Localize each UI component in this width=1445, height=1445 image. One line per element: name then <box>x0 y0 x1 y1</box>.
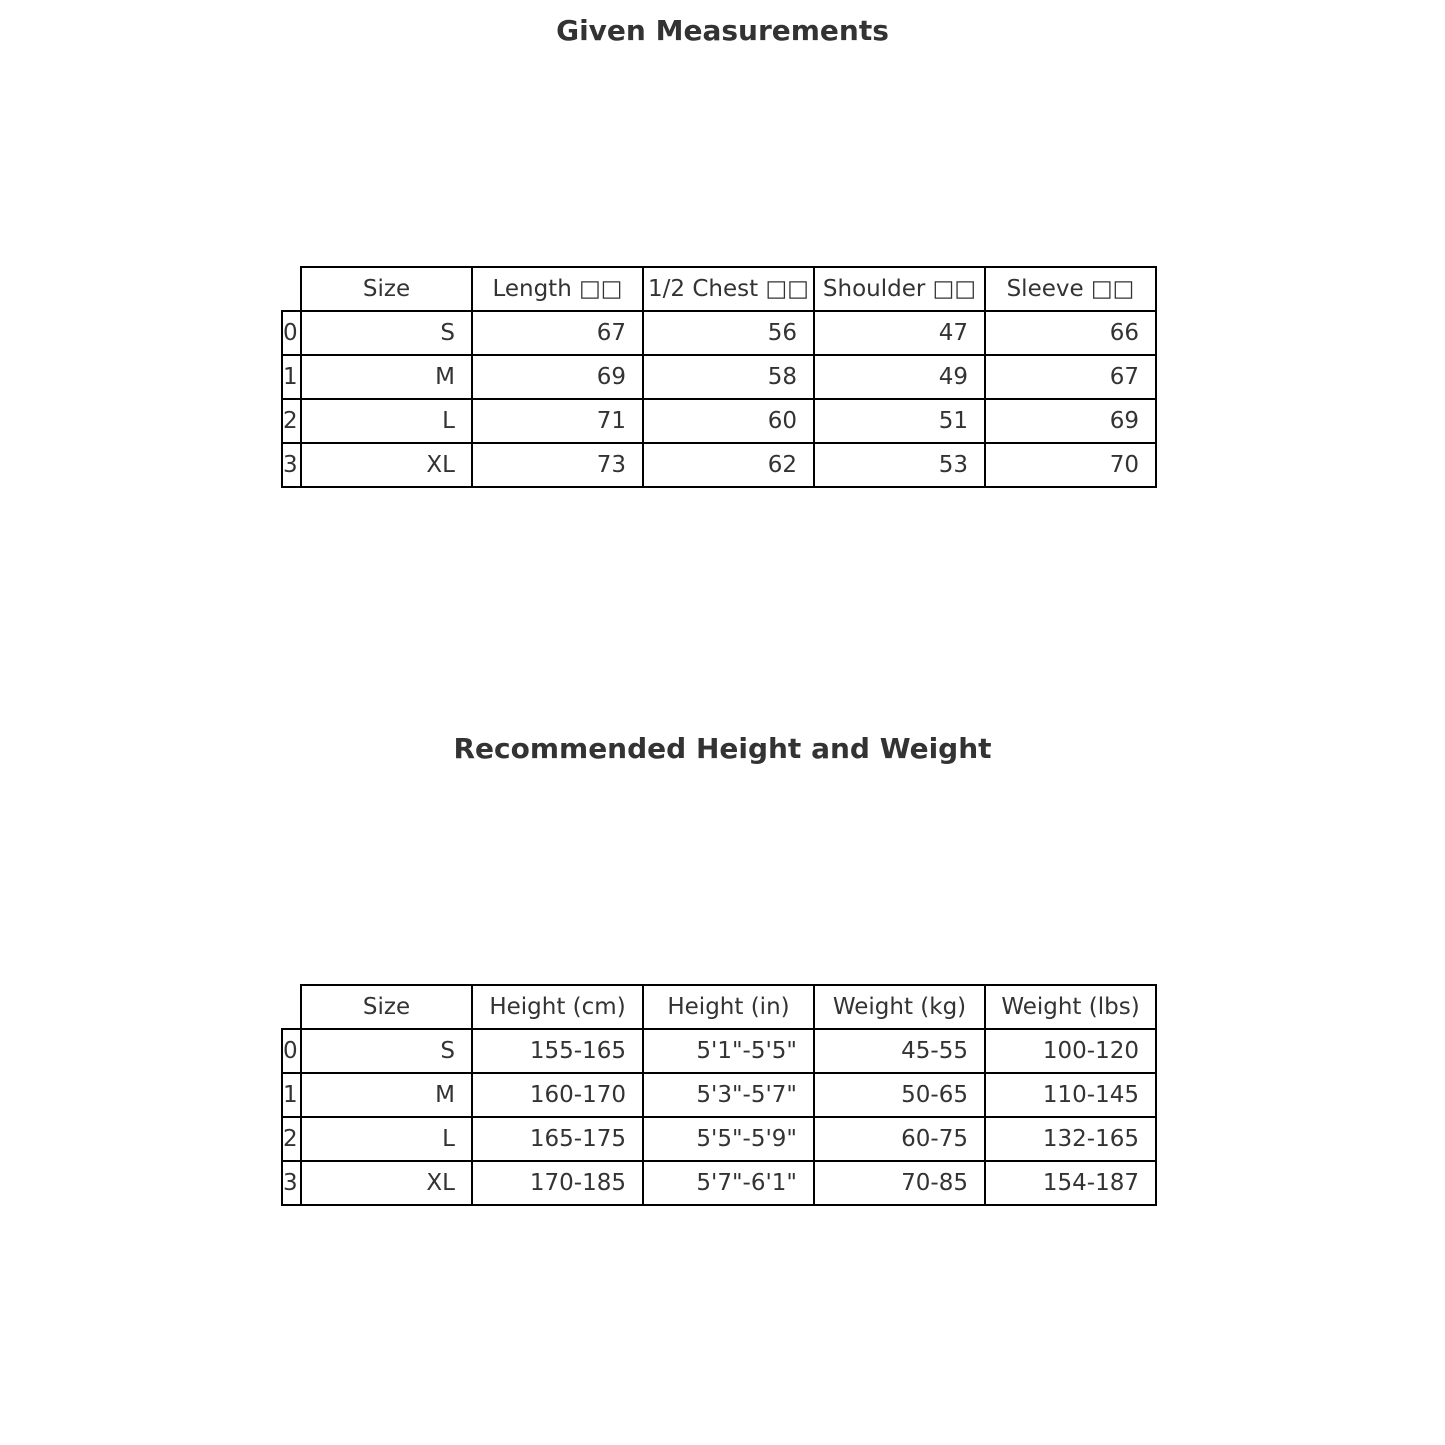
table-cell: XL <box>300 1160 473 1206</box>
table-row: 0 S 67 56 47 66 <box>281 310 1157 356</box>
table-cell: 5'1"-5'5" <box>642 1028 815 1074</box>
table-cell: 70 <box>984 442 1157 488</box>
column-header: Size <box>300 266 473 312</box>
table-cell: M <box>300 354 473 400</box>
table-cell: 60-75 <box>813 1116 986 1162</box>
table-cell: 69 <box>471 354 644 400</box>
table2-title: Recommended Height and Weight <box>453 732 992 765</box>
table-cell: 51 <box>813 398 986 444</box>
table-cell: 5'3"-5'7" <box>642 1072 815 1118</box>
table-cell: 62 <box>642 442 815 488</box>
table-row: 3 XL 73 62 53 70 <box>281 442 1157 488</box>
table-cell: 110-145 <box>984 1072 1157 1118</box>
column-header: 1/2 Chest □□ <box>642 266 815 312</box>
table-cell: 132-165 <box>984 1116 1157 1162</box>
table1-title: Given Measurements <box>556 14 889 47</box>
table-cell: S <box>300 310 473 356</box>
table-cell: 47 <box>813 310 986 356</box>
table-cell: 45-55 <box>813 1028 986 1074</box>
table-row: 1 M 160-170 5'3"-5'7" 50-65 110-145 <box>281 1072 1157 1118</box>
column-header: Height (cm) <box>471 984 644 1030</box>
table-cell: 67 <box>984 354 1157 400</box>
table-cell: 73 <box>471 442 644 488</box>
table-cell: 70-85 <box>813 1160 986 1206</box>
table-cell: L <box>300 1116 473 1162</box>
row-index: 0 <box>281 310 302 356</box>
column-header: Weight (kg) <box>813 984 986 1030</box>
table-cell: 5'5"-5'9" <box>642 1116 815 1162</box>
table-cell: 56 <box>642 310 815 356</box>
column-header: Height (in) <box>642 984 815 1030</box>
header-row: Size Height (cm) Height (in) Weight (kg) Wei… <box>282 984 1157 1030</box>
table-row: 2 L 165-175 5'5"-5'9" 60-75 132-165 <box>281 1116 1157 1162</box>
table-cell: 100-120 <box>984 1028 1157 1074</box>
table-cell: 5'7"-6'1" <box>642 1160 815 1206</box>
table-cell: 69 <box>984 398 1157 444</box>
table-cell: 154-187 <box>984 1160 1157 1206</box>
row-index: 1 <box>281 1072 302 1118</box>
column-header: Sleeve □□ <box>984 266 1157 312</box>
column-header: Shoulder □□ <box>813 266 986 312</box>
measurements-table: Size Length □□ 1/2 Chest □□ Shoulder □□ Slee… <box>281 266 1157 488</box>
table-cell: 170-185 <box>471 1160 644 1206</box>
table-cell: XL <box>300 442 473 488</box>
row-index: 2 <box>281 398 302 444</box>
column-header: Size <box>300 984 473 1030</box>
table-cell: 71 <box>471 398 644 444</box>
row-index: 3 <box>281 442 302 488</box>
table-cell: M <box>300 1072 473 1118</box>
table-cell: 58 <box>642 354 815 400</box>
table-cell: 66 <box>984 310 1157 356</box>
table-cell: 67 <box>471 310 644 356</box>
table-cell: 160-170 <box>471 1072 644 1118</box>
table-row: 0 S 155-165 5'1"-5'5" 45-55 100-120 <box>281 1028 1157 1074</box>
row-index: 0 <box>281 1028 302 1074</box>
table-cell: 49 <box>813 354 986 400</box>
row-index: 1 <box>281 354 302 400</box>
column-header: Weight (lbs) <box>984 984 1157 1030</box>
table-cell: 60 <box>642 398 815 444</box>
table-row: 2 L 71 60 51 69 <box>281 398 1157 444</box>
column-header: Length □□ <box>471 266 644 312</box>
table-cell: 155-165 <box>471 1028 644 1074</box>
table-row: 3 XL 170-185 5'7"-6'1" 70-85 154-187 <box>281 1160 1157 1206</box>
height-weight-table: Size Height (cm) Height (in) Weight (kg) Wei… <box>281 984 1157 1206</box>
header-row: Size Length □□ 1/2 Chest □□ Shoulder □□ Slee… <box>282 266 1157 312</box>
row-index: 3 <box>281 1160 302 1206</box>
table-cell: 50-65 <box>813 1072 986 1118</box>
table-cell: S <box>300 1028 473 1074</box>
row-index: 2 <box>281 1116 302 1162</box>
table-cell: L <box>300 398 473 444</box>
table-row: 1 M 69 58 49 67 <box>281 354 1157 400</box>
table-cell: 165-175 <box>471 1116 644 1162</box>
table-cell: 53 <box>813 442 986 488</box>
